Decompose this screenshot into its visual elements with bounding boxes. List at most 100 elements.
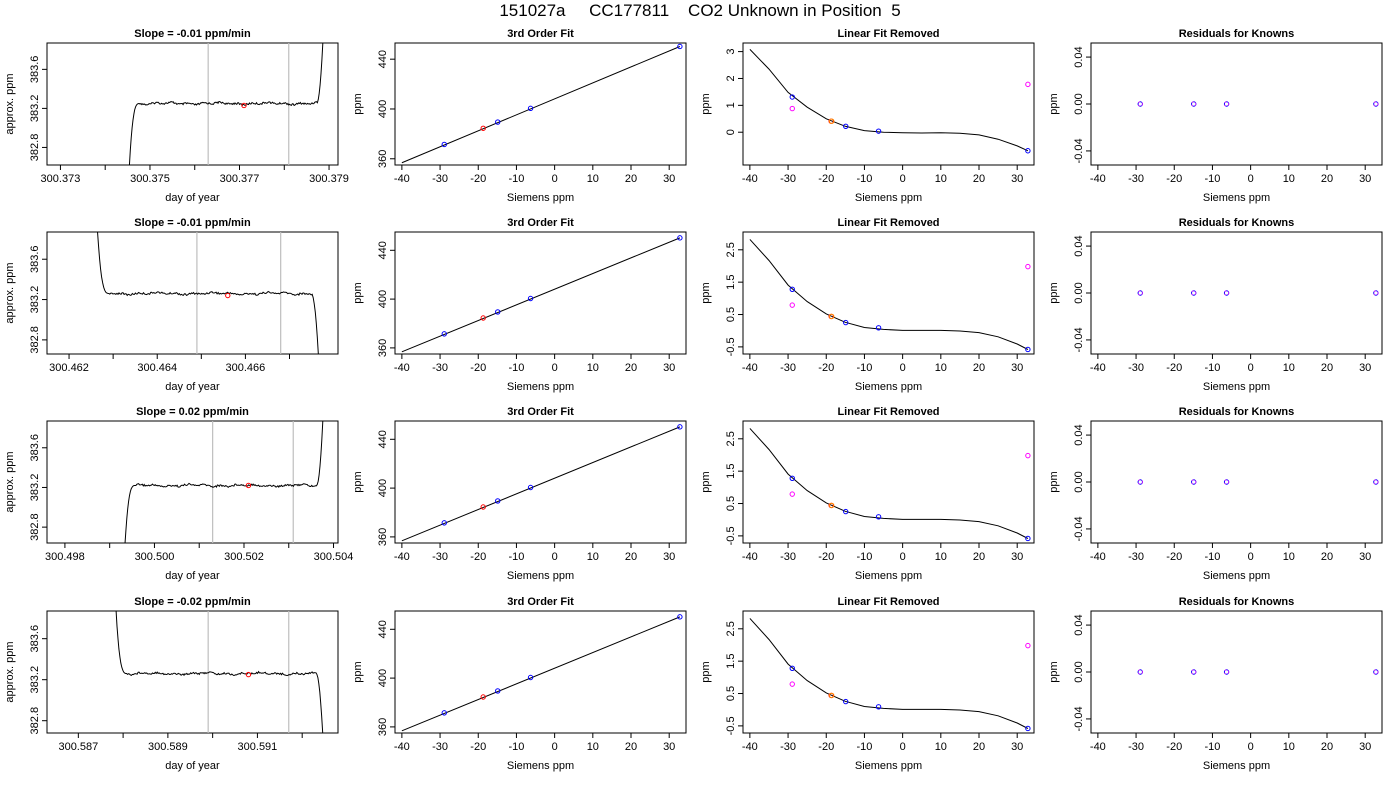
panel-title: Residuals for Knowns (1179, 406, 1295, 418)
x-tick-label: 0 (1248, 362, 1254, 374)
x-axis-label: day of year (165, 760, 220, 772)
x-tick-label: 20 (625, 173, 637, 185)
chart-panel-4-2: 3rd Order Fit -40 -30 -20 -10 0 10 20 30 360 400 44… (352, 596, 687, 772)
unknown-target-point (480, 125, 486, 131)
x-tick-label: 30 (1011, 173, 1023, 185)
x-tick-label: 0 (900, 741, 906, 753)
x-axis-label: Siemens ppm (855, 381, 922, 393)
x-tick-label: -40 (1090, 741, 1106, 753)
excluded-point (789, 302, 795, 308)
x-tick-label: 300.373 (41, 173, 81, 185)
x-tick-label: -30 (780, 173, 796, 185)
fit-curve (749, 49, 1029, 152)
plot-area (401, 424, 683, 542)
chart-panel-1-4: Residuals for Knowns -40 -30 -20 -10 0 10 20 30 -… (1048, 28, 1383, 204)
y-tick-label: 1 (725, 102, 737, 108)
x-tick-label: 300.504 (314, 551, 354, 563)
panel-title: Linear Fit Removed (837, 217, 939, 229)
panel-title: Residuals for Knowns (1179, 28, 1295, 40)
y-tick-label: 3 (725, 49, 737, 55)
residual-point-overlay (1224, 669, 1230, 675)
target-mean-point (245, 671, 252, 678)
y-tick-label: 400 (377, 479, 389, 497)
excluded-point (1025, 452, 1031, 459)
x-tick-label: 0 (552, 362, 558, 374)
y-tick-label: 360 (377, 718, 389, 736)
chart-panel-4-3: Linear Fit Removed -40 -30 -20 -10 0 10 20 30 -0.… (700, 596, 1035, 772)
known-standard-point (441, 710, 447, 716)
known-standard-point (843, 123, 849, 130)
panel-title: Residuals for Knowns (1179, 217, 1295, 229)
known-standard-point (677, 614, 683, 620)
x-axis-label: Siemens ppm (1203, 192, 1270, 204)
fit-line (401, 616, 681, 732)
x-tick-label: -20 (1166, 741, 1182, 753)
panel-title: Slope = -0.01 ppm/min (134, 217, 251, 229)
unknown-target-point (480, 315, 486, 321)
x-tick-label: -30 (432, 362, 448, 374)
x-tick-label: 10 (1283, 362, 1295, 374)
known-standard-point (843, 508, 849, 515)
panel-title: 3rd Order Fit (507, 217, 574, 229)
y-tick-label: 382.8 (29, 513, 41, 541)
x-tick-label: 0 (552, 551, 558, 563)
chart-panel-2-4: Residuals for Knowns -40 -30 -20 -10 0 10 20 30 -… (1048, 217, 1383, 393)
y-axis-label: ppm (1048, 282, 1060, 303)
y-tick-label: -0.04 (1073, 516, 1085, 541)
x-tick-label: 20 (973, 551, 985, 563)
x-axis-label: day of year (165, 381, 220, 393)
panel-title: Residuals for Knowns (1179, 596, 1295, 608)
x-tick-label: 0 (900, 551, 906, 563)
x-tick-label: -30 (1128, 173, 1144, 185)
panel-title: 3rd Order Fit (507, 596, 574, 608)
excluded-point (789, 491, 795, 497)
x-tick-label: -10 (508, 551, 524, 563)
fit-curve (749, 618, 1029, 729)
y-axis-label: ppm (700, 282, 712, 303)
x-axis-label: Siemens ppm (1203, 570, 1270, 582)
known-standard-point (441, 331, 447, 337)
y-axis-label: approx. ppm (4, 73, 16, 134)
known-standard-point (875, 325, 882, 331)
x-tick-label: 10 (1283, 741, 1295, 753)
y-tick-label: -0.5 (725, 526, 737, 545)
x-tick-label: -20 (470, 741, 486, 753)
x-tick-label: -40 (394, 551, 410, 563)
y-axis-label: ppm (352, 471, 364, 492)
x-tick-label: 300.589 (148, 741, 188, 753)
x-tick-label: -20 (470, 551, 486, 563)
target-mean-point (225, 292, 231, 299)
x-tick-label: 20 (625, 551, 637, 563)
x-tick-label: 300.375 (130, 173, 170, 185)
x-tick-label: 30 (1359, 173, 1371, 185)
y-tick-label: 383.2 (29, 286, 41, 314)
y-tick-label: 400 (377, 100, 389, 118)
x-tick-label: -40 (1090, 362, 1106, 374)
y-tick-label: 382.8 (29, 326, 41, 354)
x-tick-label: -30 (1128, 741, 1144, 753)
residual-point-overlay (1373, 101, 1379, 107)
y-tick-label: 383.2 (29, 95, 41, 123)
x-tick-label: 0 (1248, 741, 1254, 753)
x-tick-label: -40 (742, 173, 758, 185)
x-tick-label: -40 (742, 741, 758, 753)
known-standard-point (677, 235, 683, 241)
x-tick-label: -40 (394, 173, 410, 185)
panel-title: Linear Fit Removed (837, 28, 939, 40)
plot-frame (46, 42, 339, 166)
y-tick-label: 0.5 (725, 307, 737, 322)
x-tick-label: -10 (508, 362, 524, 374)
excluded-point (1025, 642, 1031, 649)
x-tick-label: 20 (973, 173, 985, 185)
x-tick-label: 20 (625, 362, 637, 374)
y-tick-label: 360 (377, 528, 389, 546)
x-tick-label: -30 (780, 362, 796, 374)
known-standard-point (495, 688, 501, 694)
x-tick-label: 0 (900, 173, 906, 185)
y-tick-label: 1.5 (725, 464, 737, 479)
y-axis-label: approx. ppm (4, 451, 16, 512)
plot-frame (1090, 231, 1383, 355)
chart-panel-4-1: Slope = -0.02 ppm/min 300.587 300.589 300.5… (4, 596, 339, 772)
y-axis-label: ppm (700, 93, 712, 114)
plot-frame (742, 231, 1035, 355)
